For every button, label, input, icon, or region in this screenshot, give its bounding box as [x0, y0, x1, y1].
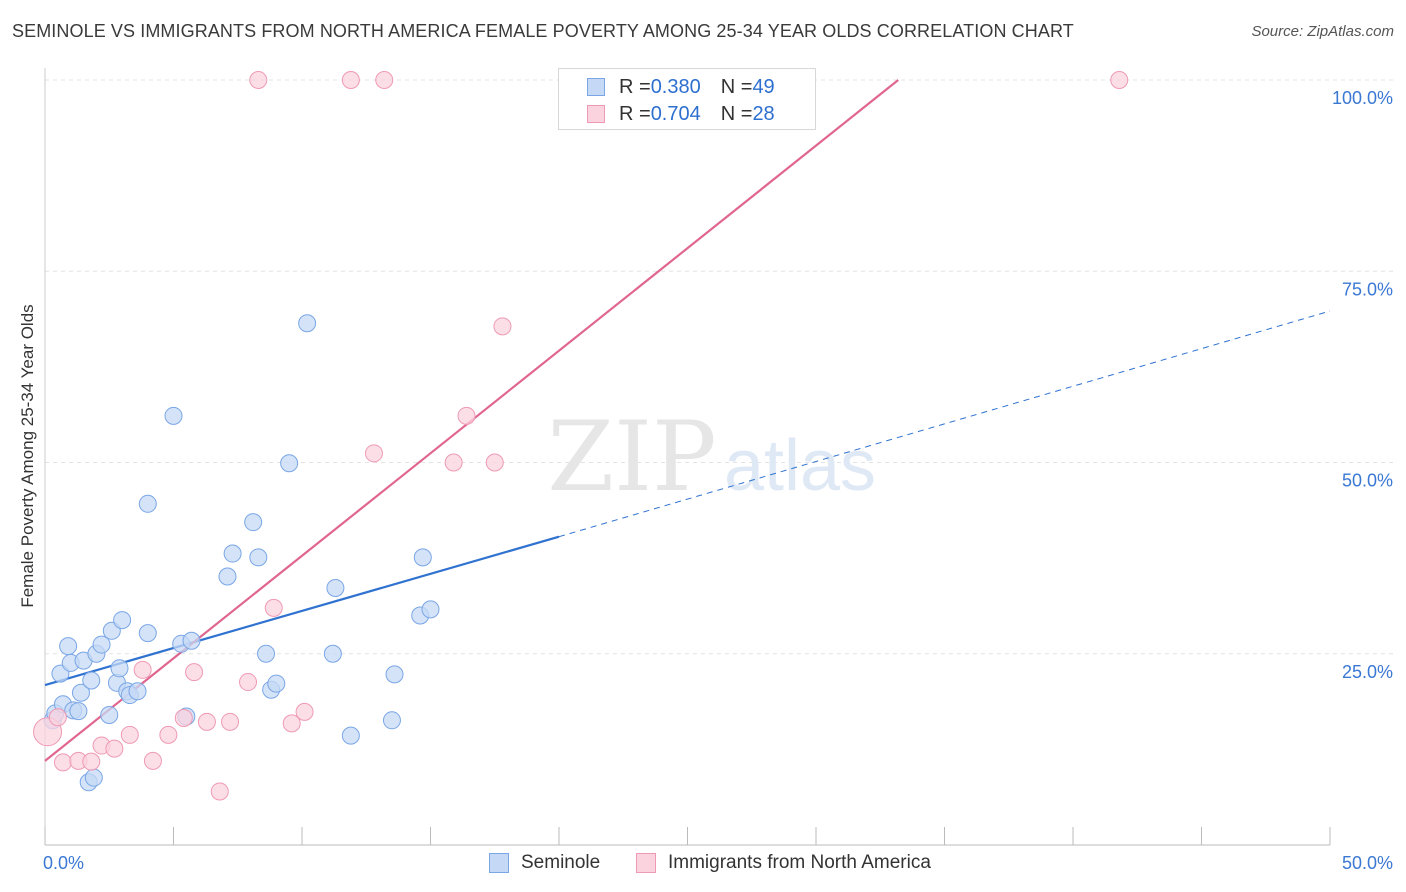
- immigrants-point: [239, 673, 258, 692]
- immigrants-point: [375, 71, 394, 89]
- seminole-point: [71, 683, 90, 702]
- immigrants-point: [341, 71, 360, 89]
- y-tick-label: 25.0%: [1342, 662, 1393, 682]
- seminole-swatch: [587, 78, 605, 96]
- seminole-trendline: [44, 535, 560, 687]
- immigrants-point: [133, 660, 152, 679]
- immigrants-point: [210, 782, 229, 801]
- immigrants-point: [174, 709, 193, 728]
- immigrants-point: [53, 753, 72, 772]
- immigrants-point: [48, 708, 67, 727]
- seminole-point: [280, 454, 299, 473]
- seminole-point: [223, 544, 242, 563]
- immigrants-point: [197, 712, 216, 731]
- seminole-point: [164, 406, 183, 425]
- seminole-point: [326, 578, 345, 597]
- seminole-point: [138, 624, 157, 643]
- immigrants-point: [485, 453, 504, 472]
- seminole-point: [413, 548, 432, 567]
- immigrants-legend-label: Immigrants from North America: [668, 852, 931, 873]
- immigrants-point: [221, 712, 240, 731]
- seminole-point: [110, 659, 129, 678]
- seminole-point: [218, 567, 237, 586]
- immigrants-point: [185, 663, 204, 682]
- legend-n-value: 49: [752, 75, 775, 98]
- immigrants-point: [159, 725, 178, 744]
- immigrants-point: [282, 714, 301, 733]
- x-tick-label-max: 50.0%: [1342, 853, 1393, 873]
- seminole-point: [244, 513, 263, 532]
- legend-r-value: 0.380: [650, 75, 701, 98]
- immigrants-point: [295, 702, 314, 721]
- immigrants-point: [1110, 71, 1129, 89]
- immigrants-point: [444, 453, 463, 472]
- seminole-point: [138, 494, 157, 513]
- immigrants-point: [493, 317, 512, 336]
- seminole-point: [267, 674, 286, 693]
- immigrants-point: [364, 444, 383, 463]
- legend-n-label: N =: [720, 102, 753, 125]
- seminole-point: [298, 314, 317, 333]
- y-tick-label: 75.0%: [1342, 279, 1393, 299]
- seminole-point: [385, 665, 404, 684]
- seminole-point: [69, 702, 88, 721]
- seminole-legend-label: Seminole: [521, 852, 601, 873]
- seminole-point: [100, 705, 119, 724]
- watermark-atlas: atlas: [724, 426, 876, 506]
- y-tick-label: 50.0%: [1342, 471, 1393, 491]
- y-tick-label: 100.0%: [1332, 88, 1393, 108]
- immigrants-legend-swatch: [636, 853, 656, 873]
- watermark-zip: ZIP: [547, 401, 716, 513]
- x-tick-label-min: 0.0%: [43, 853, 84, 873]
- seminole-point: [82, 671, 101, 690]
- seminole-trendline-extension: [558, 310, 1331, 538]
- immigrants-point: [143, 751, 162, 770]
- immigrants-point: [457, 406, 476, 425]
- seminole-legend-swatch: [489, 853, 509, 873]
- y-axis-label: Female Poverty Among 25-34 Year Olds: [18, 304, 37, 608]
- bottom-legend-immigrants: Immigrants from North America: [636, 852, 931, 874]
- seminole-point: [92, 635, 111, 654]
- seminole-point: [182, 631, 201, 650]
- correlation-legend: R = 0.380 N = 49 R = 0.704 N = 28: [558, 68, 816, 130]
- seminole-point: [59, 637, 78, 656]
- seminole-point: [84, 768, 103, 787]
- chart-title: SEMINOLE VS IMMIGRANTS FROM NORTH AMERIC…: [12, 21, 1074, 41]
- seminole-point: [128, 682, 147, 701]
- legend-n-value: 28: [752, 102, 775, 125]
- seminole-point: [421, 600, 440, 619]
- seminole-point: [323, 644, 342, 663]
- legend-r-label: R =: [619, 102, 651, 125]
- seminole-point: [341, 726, 360, 745]
- seminole-point: [113, 611, 132, 630]
- seminole-point: [382, 711, 401, 730]
- immigrants-point: [264, 598, 283, 617]
- immigrants-point: [249, 71, 268, 89]
- immigrants-point: [82, 752, 101, 771]
- legend-r-value: 0.704: [650, 102, 701, 125]
- legend-n-label: N =: [720, 75, 753, 98]
- immigrants-point: [120, 725, 139, 744]
- legend-row-immigrants: R = 0.704 N = 28: [587, 102, 775, 126]
- bottom-legend-seminole: Seminole: [489, 852, 600, 874]
- seminole-point: [257, 644, 276, 663]
- legend-row-seminole: R = 0.380 N = 49: [587, 75, 775, 99]
- seminole-point: [249, 548, 268, 567]
- legend-r-label: R =: [619, 75, 651, 98]
- immigrants-swatch: [587, 105, 605, 123]
- source-label: Source: ZipAtlas.com: [1251, 23, 1394, 40]
- immigrants-point: [105, 739, 124, 758]
